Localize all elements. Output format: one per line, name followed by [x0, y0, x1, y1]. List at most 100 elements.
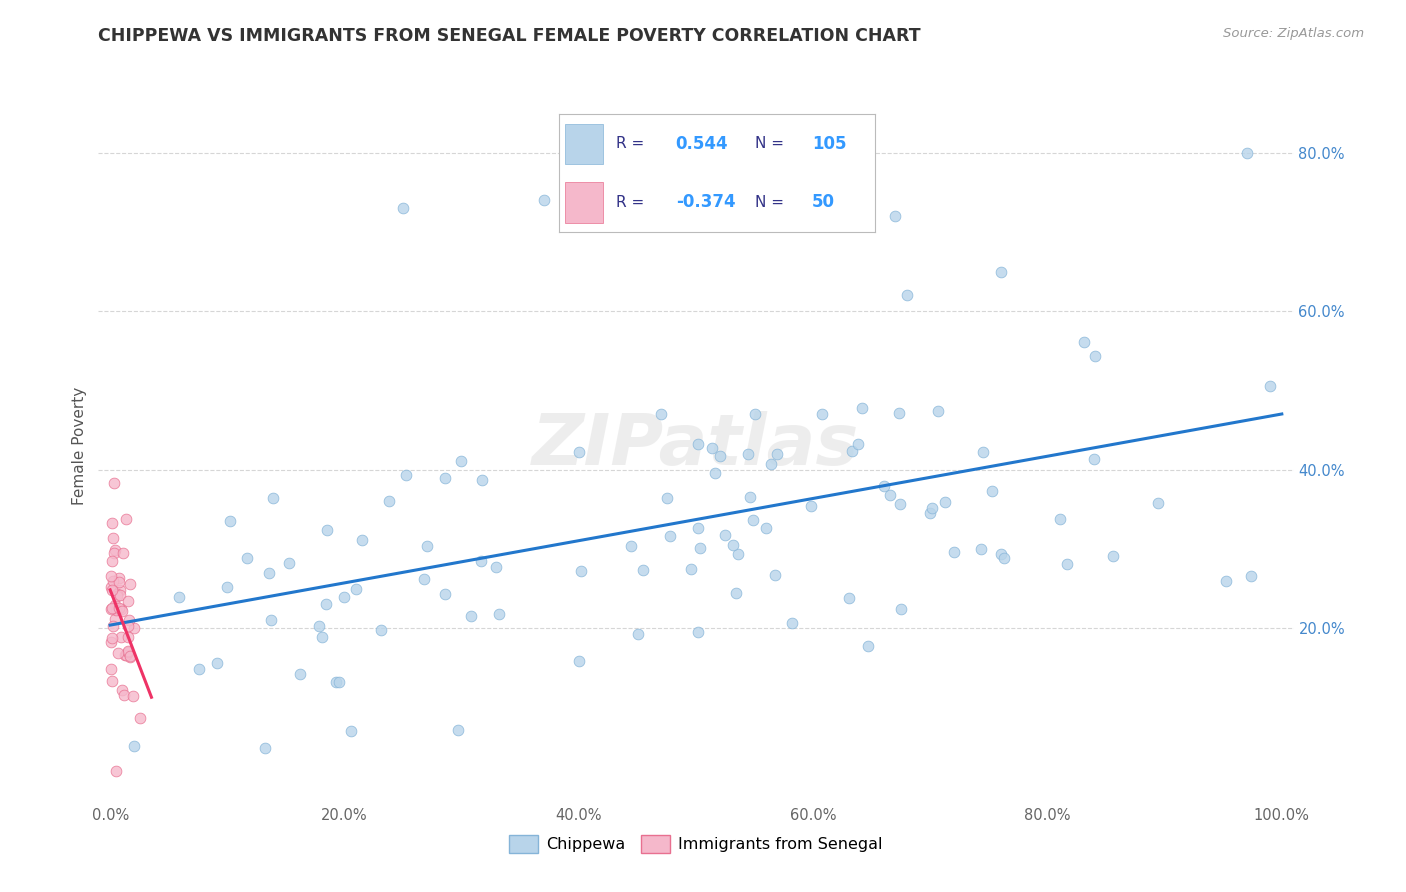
Point: [100, 568, 122, 582]
Point: [1239, 569, 1261, 583]
Point: [112, 688, 135, 702]
Point: [700, 442, 723, 456]
Point: [114, 648, 136, 662]
Point: [879, 487, 901, 501]
Point: [1083, 349, 1105, 363]
Point: [104, 543, 127, 558]
Point: [890, 601, 912, 615]
Point: [460, 609, 482, 624]
Point: [117, 593, 139, 607]
Point: [107, 600, 129, 615]
Y-axis label: Female Poverty: Female Poverty: [72, 387, 87, 505]
Text: Source: ZipAtlas.com: Source: ZipAtlas.com: [1223, 27, 1364, 40]
Point: [856, 639, 879, 653]
Point: [714, 527, 737, 541]
Point: [110, 630, 132, 644]
Point: [104, 612, 127, 626]
Point: [392, 201, 415, 215]
Point: [290, 667, 312, 681]
Point: [703, 467, 725, 481]
Point: [262, 491, 284, 505]
Point: [395, 467, 418, 482]
Point: [981, 483, 1004, 498]
Point: [111, 546, 134, 560]
Point: [765, 447, 787, 461]
Point: [884, 209, 907, 223]
Point: [105, 587, 128, 601]
Point: [325, 675, 347, 690]
Point: [122, 739, 145, 754]
Point: [846, 437, 869, 451]
Point: [533, 193, 555, 207]
Point: [1056, 558, 1078, 572]
Point: [118, 649, 141, 664]
Point: [990, 548, 1012, 562]
Point: [259, 566, 281, 580]
Point: [742, 513, 765, 527]
Point: [315, 597, 337, 611]
Point: [108, 582, 131, 597]
Point: [631, 563, 654, 577]
Point: [972, 445, 994, 459]
Point: [1049, 511, 1071, 525]
Point: [1083, 452, 1105, 467]
Point: [412, 572, 434, 586]
Point: [1073, 334, 1095, 349]
Point: [100, 580, 122, 594]
Point: [110, 601, 132, 615]
Point: [101, 582, 124, 597]
Point: [873, 478, 896, 492]
Point: [108, 588, 131, 602]
Point: [120, 650, 142, 665]
Point: [485, 560, 508, 574]
Point: [838, 591, 860, 605]
Text: CHIPPEWA VS IMMIGRANTS FROM SENEGAL FEMALE POVERTY CORRELATION CHART: CHIPPEWA VS IMMIGRANTS FROM SENEGAL FEMA…: [98, 27, 921, 45]
Point: [686, 521, 709, 535]
Point: [934, 495, 956, 509]
Point: [100, 602, 122, 616]
Point: [434, 587, 457, 601]
Point: [315, 524, 337, 538]
Point: [567, 653, 589, 667]
Point: [333, 590, 356, 604]
Point: [117, 645, 139, 659]
Point: [744, 407, 766, 421]
Point: [115, 512, 138, 526]
Point: [780, 615, 803, 630]
Text: ZIPatlas: ZIPatlas: [533, 411, 859, 481]
Point: [108, 574, 131, 589]
Point: [187, 662, 209, 676]
Point: [344, 582, 367, 596]
Point: [107, 646, 129, 660]
Point: [100, 662, 122, 676]
Point: [650, 407, 672, 421]
Point: [969, 541, 991, 556]
Point: [103, 546, 125, 560]
Point: [378, 494, 401, 508]
Point: [759, 457, 782, 471]
Point: [254, 740, 277, 755]
Point: [101, 619, 124, 633]
Point: [450, 454, 472, 468]
Point: [681, 561, 703, 575]
Point: [927, 404, 949, 418]
Point: [120, 576, 142, 591]
Point: [723, 538, 745, 552]
Point: [339, 724, 361, 739]
Point: [101, 554, 124, 568]
Point: [111, 682, 134, 697]
Point: [108, 571, 131, 585]
Point: [724, 586, 747, 600]
Point: [1258, 379, 1281, 393]
Point: [105, 589, 128, 603]
Point: [655, 491, 678, 505]
Point: [128, 711, 150, 725]
Point: [205, 656, 228, 670]
Point: [278, 557, 301, 571]
Point: [111, 604, 134, 618]
Point: [370, 624, 392, 638]
Point: [101, 532, 124, 546]
Point: [1236, 145, 1258, 160]
Point: [689, 541, 711, 555]
Point: [101, 600, 124, 615]
